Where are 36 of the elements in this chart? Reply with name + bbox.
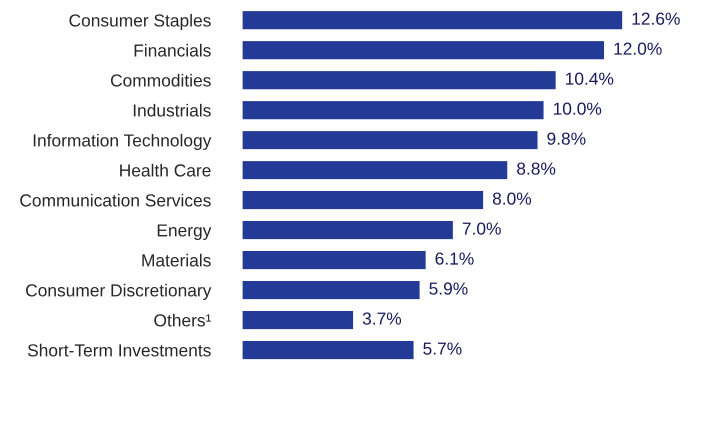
data-label: 9.8% xyxy=(547,132,586,145)
y-tick-label: Information Technology xyxy=(34,134,212,150)
data-label: 3.7% xyxy=(362,312,402,325)
data-label: 8.8% xyxy=(517,162,556,175)
data-label: 12.6% xyxy=(632,12,680,25)
y-tick-label: Materials xyxy=(142,254,211,267)
bar xyxy=(242,130,539,151)
bar xyxy=(242,40,606,61)
bar xyxy=(242,190,484,211)
bar xyxy=(242,310,354,330)
y-tick-label: Consumer Discretionary xyxy=(26,284,212,300)
data-label: 5.9% xyxy=(429,282,468,295)
y-tick-label: Consumer Staples xyxy=(69,14,211,30)
bar xyxy=(242,250,428,271)
data-label: 10.4% xyxy=(566,72,614,85)
data-label: 6.1% xyxy=(436,252,474,265)
y-tick-label: Energy xyxy=(158,224,212,240)
data-label: 8.0% xyxy=(492,192,532,205)
y-tick-label: Industrials xyxy=(134,104,211,117)
bar xyxy=(242,280,421,301)
bar xyxy=(242,220,454,241)
y-tick-label: Financials xyxy=(134,44,211,57)
bar xyxy=(242,70,558,91)
y-tick-label: Communication Services xyxy=(20,194,211,207)
bar xyxy=(242,100,545,121)
data-label: 5.7% xyxy=(423,342,462,355)
data-label: 12.0% xyxy=(614,42,662,55)
bar xyxy=(242,160,509,181)
y-tick-label: Short-Term Investments xyxy=(28,344,211,357)
y-tick-label: Commodities xyxy=(110,74,211,87)
data-label: 7.0% xyxy=(462,222,501,235)
bar xyxy=(242,340,415,360)
data-label: 10.0% xyxy=(554,102,602,115)
y-tick-label: Others¹ xyxy=(154,314,211,327)
y-tick-label: Health Care xyxy=(120,164,211,177)
bar xyxy=(242,10,624,31)
